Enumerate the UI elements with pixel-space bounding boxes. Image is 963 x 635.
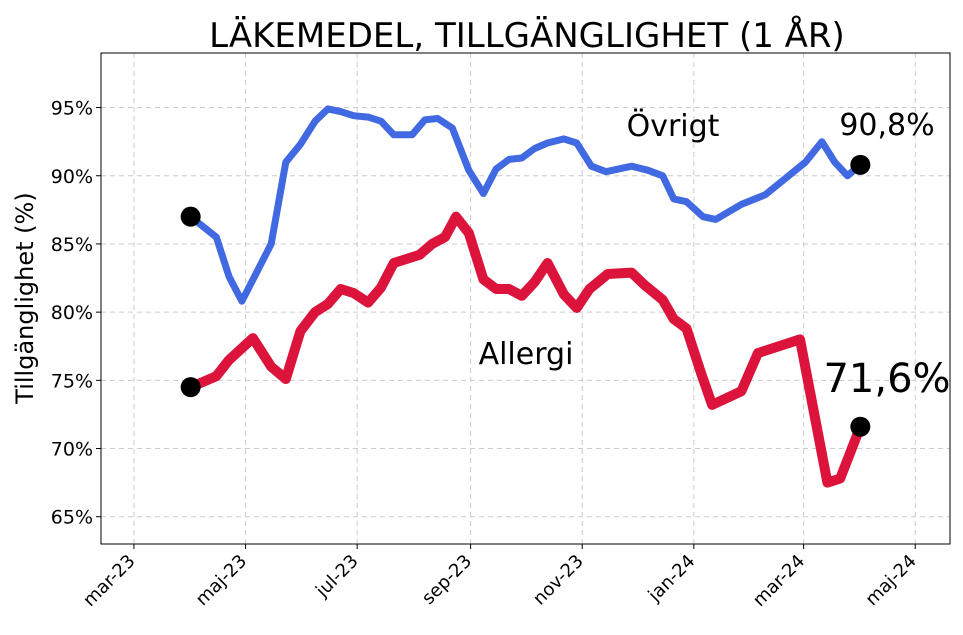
end-point-ovrigt [850, 154, 871, 175]
y-tick-label: 85% [51, 234, 93, 256]
y-tick-label: 75% [51, 370, 93, 392]
end-value-label-allergi: 71,6% [823, 356, 950, 402]
y-tick-label: 70% [51, 439, 93, 461]
y-tick-label: 90% [51, 166, 93, 188]
plot-frame [100, 52, 951, 545]
start-point-allergi [180, 377, 201, 398]
grid-lines [101, 53, 950, 544]
y-axis-label: Tillgänglighet (%) [11, 192, 39, 404]
series-lines [180, 105, 871, 488]
series-label-allergi: Allergi [479, 337, 574, 372]
series-label-ovrigt: Övrigt [627, 108, 720, 144]
chart-title: LÄKEMEDEL, TILLGÄNGLIGHET (1 ÅR) [209, 15, 845, 56]
series-line-allergi [185, 211, 866, 488]
series-line-ovrigt [187, 105, 864, 305]
y-tick-label: 65% [51, 507, 93, 529]
end-point-allergi [850, 416, 871, 437]
start-point-ovrigt [180, 206, 201, 227]
end-value-label-ovrigt: 90,8% [839, 108, 934, 143]
y-tick-label: 80% [51, 302, 93, 324]
y-tick-label: 95% [51, 98, 93, 120]
